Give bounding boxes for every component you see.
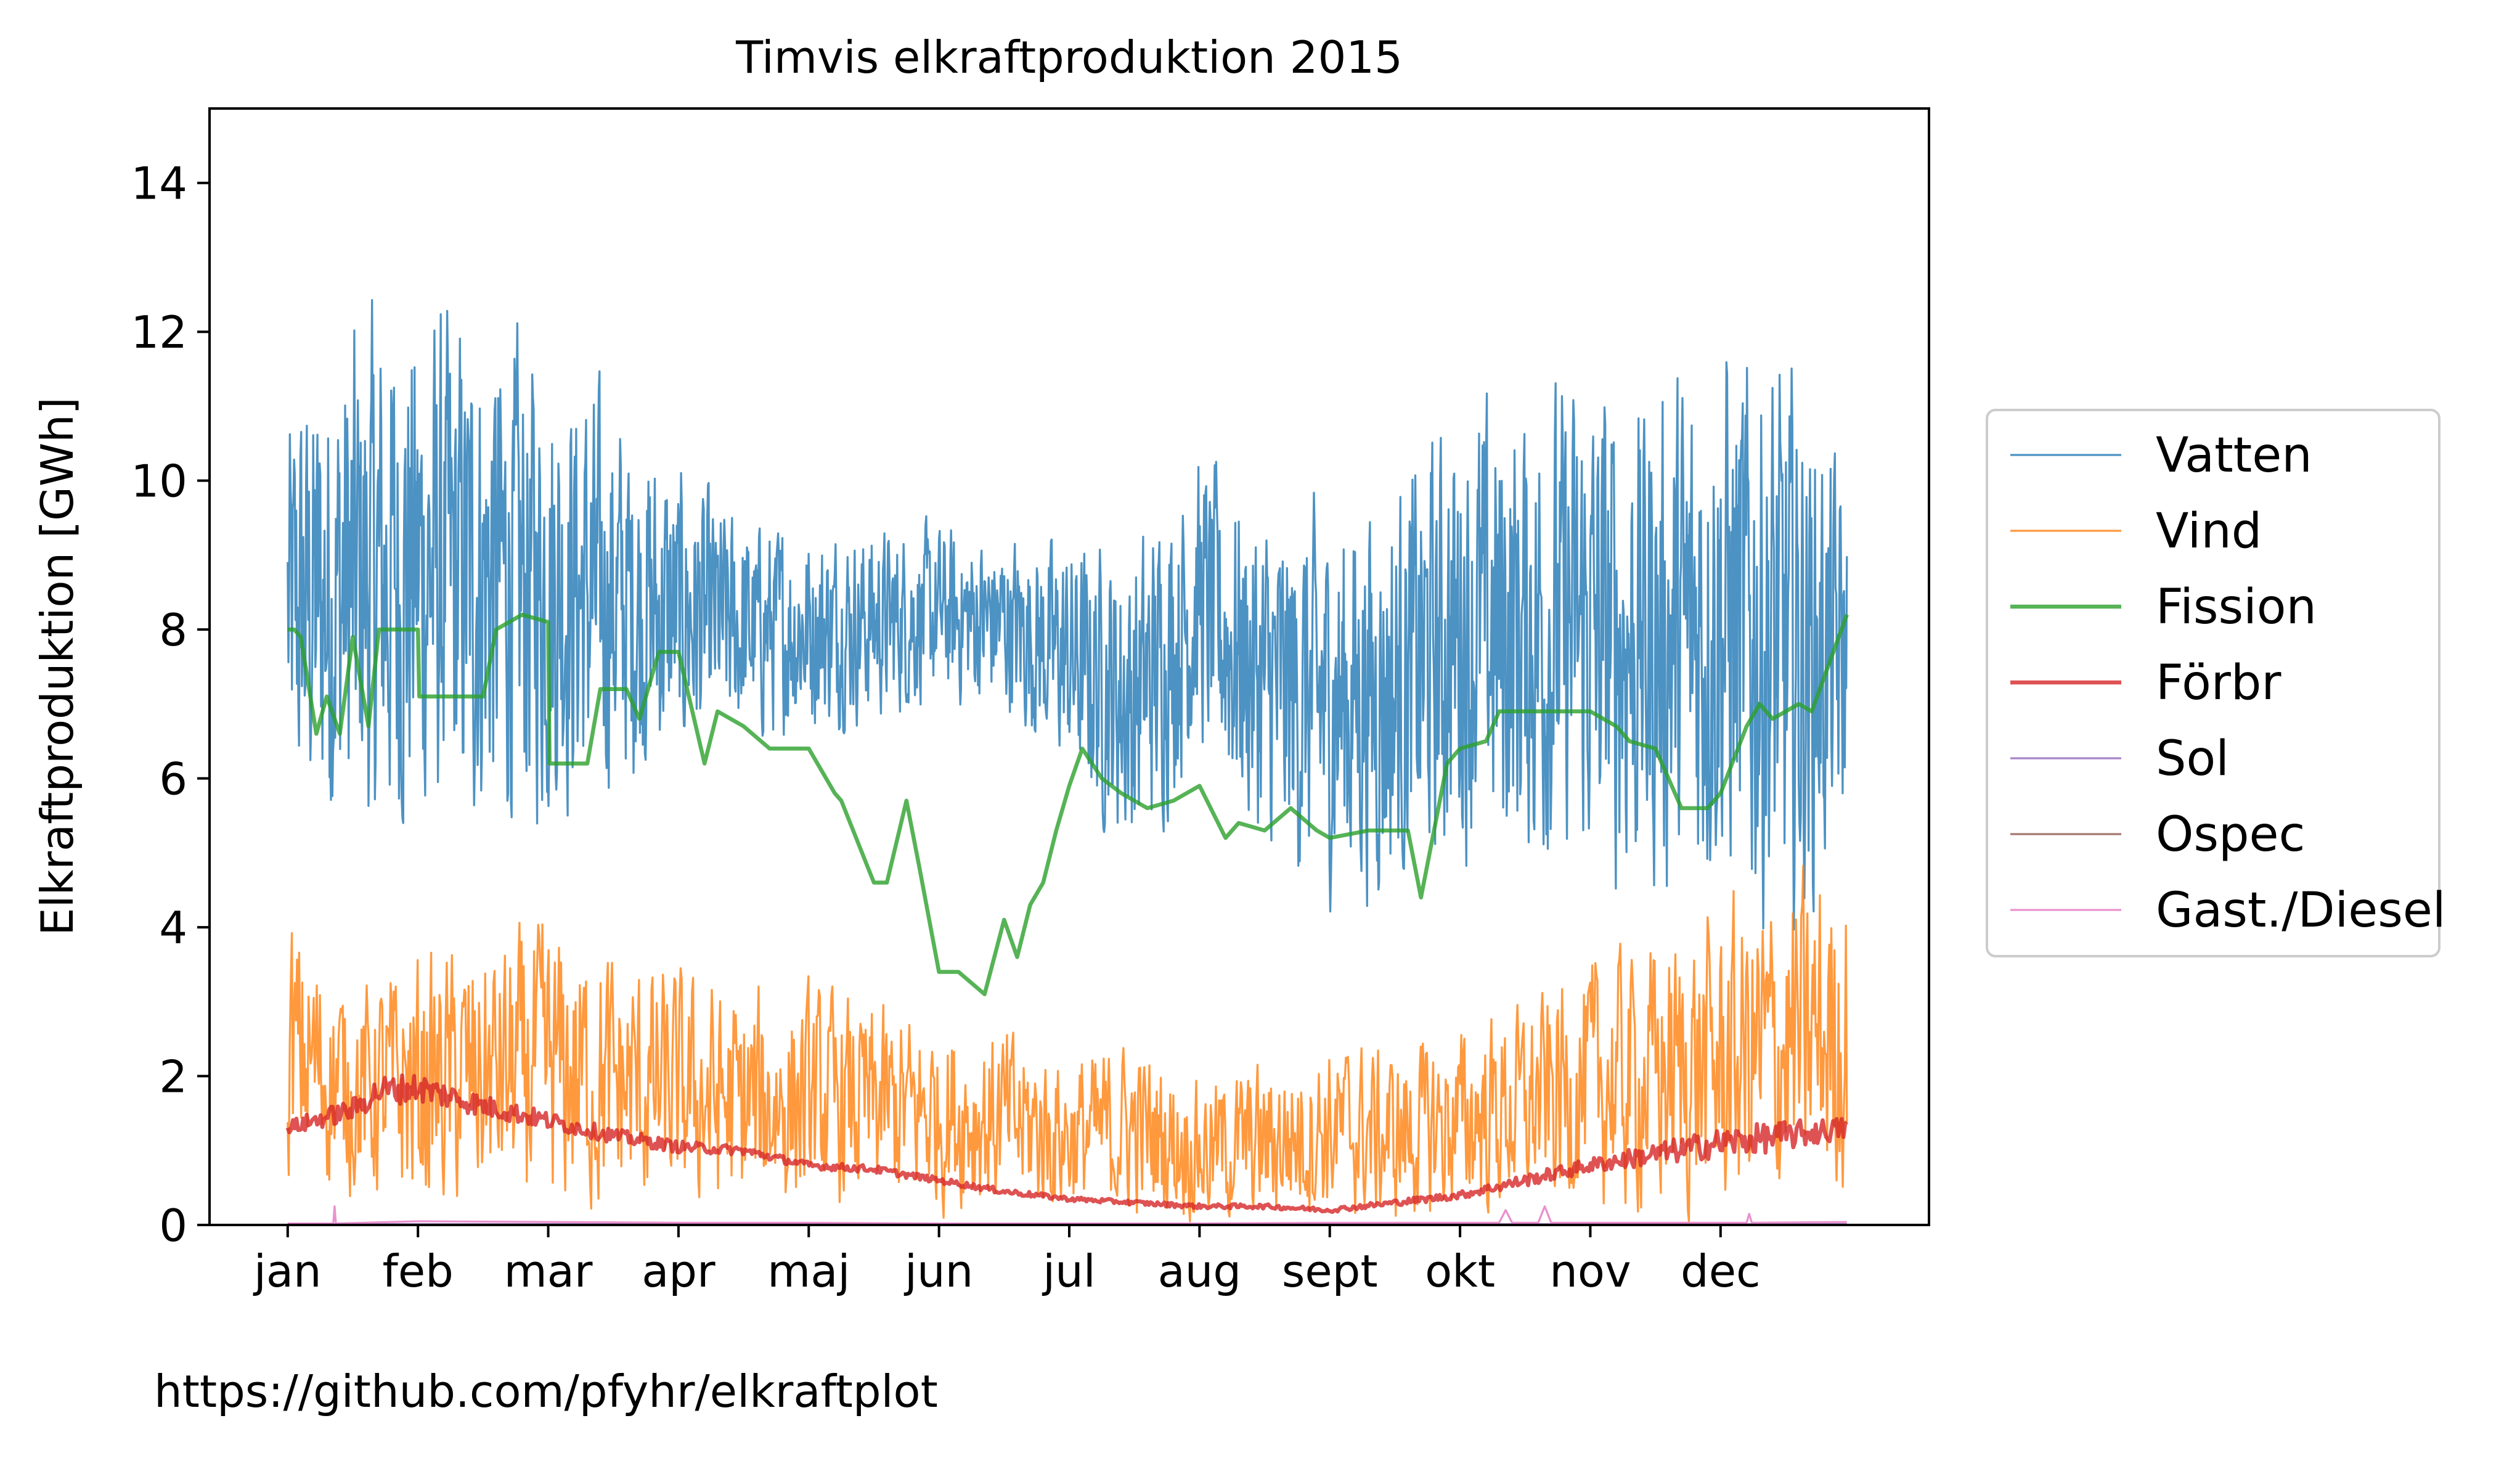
x-axis: jan feb mar apr maj jun jul aug sept okt nov dec [253,1225,1761,1297]
y-tick-label: 8 [159,604,187,656]
x-tick-label-jun: jun [903,1245,973,1297]
legend-label: Vind [2156,504,2262,559]
legend-frame [1986,409,2440,957]
x-tick-label-dec: dec [1681,1245,1761,1297]
plot-area [285,299,1849,1225]
x-tick-label-maj: maj [767,1245,850,1297]
legend-items: Vatten Vind Fission Förbr Sol Ospec Gast./Dies… [2010,428,2446,938]
y-tick-label: 2 [159,1051,187,1103]
y-axis-label: Elkraftproduktion [GWh] [31,397,83,936]
legend-label: Fission [2156,580,2317,635]
series-line-vatten [287,299,1848,931]
x-tick-label-aug: aug [1158,1245,1241,1297]
x-tick-label-nov: nov [1549,1245,1631,1297]
x-tick-label-jul: jul [1042,1245,1096,1297]
x-tick-label-sept: sept [1282,1245,1378,1297]
legend-label: Ospec [2156,807,2305,862]
series-line-f-rbr [285,1073,1848,1214]
y-tick-label: 14 [131,158,187,210]
chart-title: Timvis elkraftproduktion 2015 [735,31,1403,83]
series-line-vind [287,864,1848,1223]
x-tick-label-okt: okt [1425,1245,1495,1297]
x-tick-label-jan: jan [253,1245,322,1297]
legend-label: Förbr [2156,655,2281,711]
x-tick-label-feb: feb [383,1245,454,1297]
y-tick-label: 12 [131,306,187,358]
series-layer [285,299,1849,1225]
source-url: https://github.com/pfyhr/elkraftplot [154,1366,938,1417]
legend: Vatten Vind Fission Förbr Sol Ospec Gast./Dies… [1986,409,2446,957]
y-axis: 0 2 4 6 8 10 12 14 [131,158,210,1251]
series-line-fission [287,612,1849,996]
legend-label: Gast./Diesel [2156,883,2446,938]
x-tick-label-mar: mar [504,1245,593,1297]
y-tick-label: 0 [159,1200,187,1251]
legend-label: Vatten [2156,428,2312,483]
series-line-gast-diesel [287,1205,1847,1225]
y-tick-label: 4 [159,902,187,954]
x-tick-label-apr: apr [642,1245,716,1297]
legend-label: Sol [2156,731,2229,787]
y-tick-label: 10 [131,456,187,507]
y-tick-label: 6 [159,753,187,805]
